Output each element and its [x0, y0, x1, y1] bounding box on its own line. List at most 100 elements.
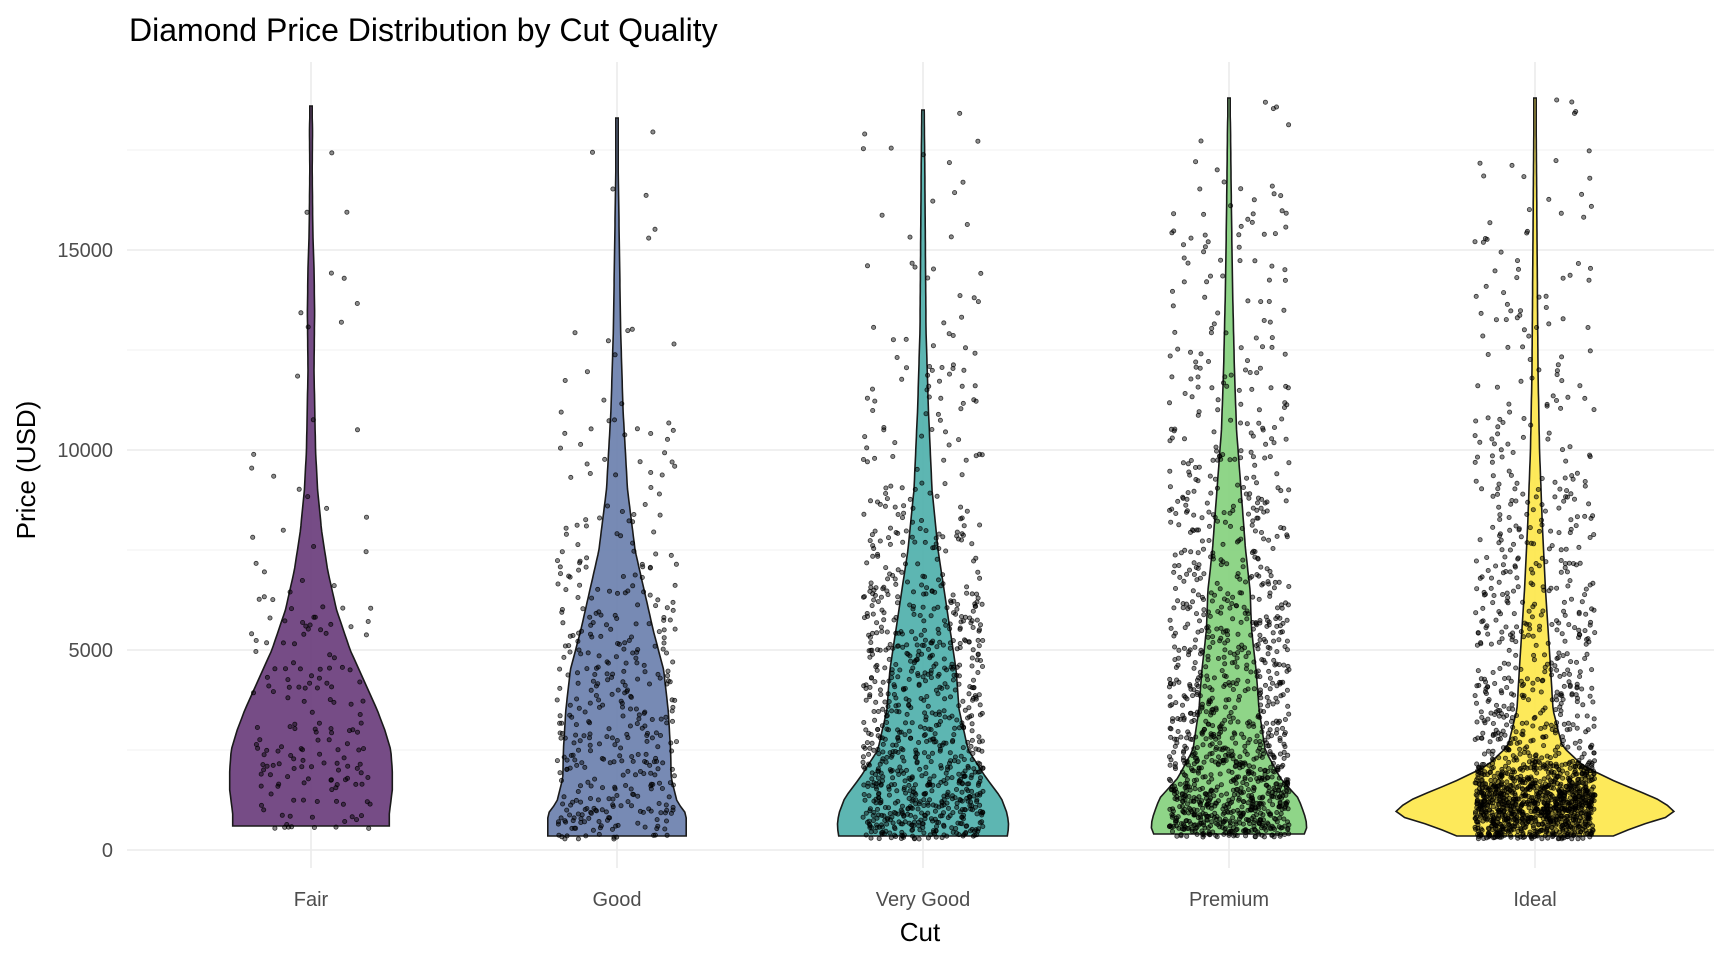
data-point: [1524, 511, 1530, 517]
data-point: [583, 564, 589, 570]
data-point: [952, 190, 958, 196]
data-point: [879, 628, 885, 634]
data-point: [326, 665, 332, 671]
data-point: [635, 647, 641, 653]
data-point: [1557, 673, 1563, 679]
data-point: [890, 573, 896, 579]
data-point: [1578, 764, 1584, 770]
data-point: [958, 753, 964, 759]
data-point: [1190, 693, 1196, 699]
data-point: [1195, 592, 1201, 598]
data-point: [1569, 836, 1575, 842]
data-point: [1558, 792, 1564, 798]
data-point: [1167, 762, 1173, 768]
data-point: [575, 638, 581, 644]
data-point: [574, 762, 580, 768]
data-point: [1243, 367, 1249, 373]
data-point: [1548, 722, 1554, 728]
data-point: [874, 822, 880, 828]
data-point: [944, 775, 950, 781]
data-point: [1257, 775, 1263, 781]
data-point: [317, 666, 323, 672]
data-point: [670, 599, 676, 605]
data-point: [1518, 629, 1524, 635]
data-point: [861, 744, 867, 750]
data-point: [1197, 365, 1203, 371]
data-point: [621, 646, 627, 652]
data-point: [291, 766, 297, 772]
data-point: [880, 749, 886, 755]
data-point: [1237, 576, 1243, 582]
data-point: [1196, 675, 1202, 681]
data-point: [1555, 362, 1561, 368]
data-point: [1511, 588, 1517, 594]
data-point: [301, 780, 307, 786]
data-point: [1238, 619, 1244, 625]
data-point: [1252, 528, 1258, 534]
data-point: [923, 717, 929, 723]
data-point: [1502, 732, 1508, 738]
data-point: [967, 684, 973, 690]
data-point: [1168, 426, 1174, 432]
data-point: [908, 668, 914, 674]
data-point: [980, 765, 986, 771]
data-point: [652, 643, 658, 649]
data-point: [875, 768, 881, 774]
data-point: [917, 526, 923, 532]
data-point: [1572, 769, 1578, 775]
data-point: [629, 634, 635, 640]
data-point: [1517, 746, 1523, 752]
data-point: [1200, 742, 1206, 748]
data-point: [917, 766, 923, 772]
data-point: [928, 759, 934, 765]
data-point: [1270, 760, 1276, 766]
data-point: [1492, 681, 1498, 687]
data-point: [922, 670, 928, 676]
data-point: [1488, 710, 1494, 716]
data-point: [912, 658, 918, 664]
data-point: [582, 709, 588, 715]
data-point: [1244, 781, 1250, 787]
data-point: [1527, 753, 1533, 759]
data-point: [1507, 527, 1513, 533]
data-point: [1247, 575, 1253, 581]
data-point: [1203, 709, 1209, 715]
data-point: [596, 697, 602, 703]
data-point: [1556, 750, 1562, 756]
data-point: [1197, 802, 1203, 808]
data-point: [1205, 657, 1211, 663]
data-point: [1527, 356, 1533, 362]
data-point: [969, 737, 975, 743]
data-point: [1197, 693, 1203, 699]
data-point: [1284, 534, 1290, 540]
data-point: [559, 609, 565, 615]
data-point: [566, 643, 572, 649]
data-point: [1233, 780, 1239, 786]
data-point: [1255, 495, 1261, 501]
data-point: [559, 778, 565, 784]
data-point: [1256, 596, 1262, 602]
data-point: [1592, 758, 1598, 764]
data-point: [1191, 512, 1197, 518]
data-point: [1229, 601, 1235, 607]
data-point: [567, 702, 573, 708]
data-point: [1586, 148, 1592, 154]
data-point: [1258, 695, 1264, 701]
data-point: [890, 453, 896, 459]
data-point: [1245, 358, 1251, 364]
data-point: [1206, 721, 1212, 727]
data-point: [890, 775, 896, 781]
data-point: [905, 579, 911, 585]
data-point: [633, 706, 639, 712]
data-point: [1590, 699, 1596, 705]
data-point: [1266, 668, 1272, 674]
data-point: [1588, 799, 1594, 805]
data-point: [1257, 767, 1263, 773]
data-point: [618, 533, 624, 539]
data-point: [1580, 702, 1586, 708]
data-point: [1263, 441, 1269, 447]
data-point: [897, 667, 903, 673]
data-point: [911, 611, 917, 617]
data-point: [595, 586, 601, 592]
data-point: [941, 778, 947, 784]
